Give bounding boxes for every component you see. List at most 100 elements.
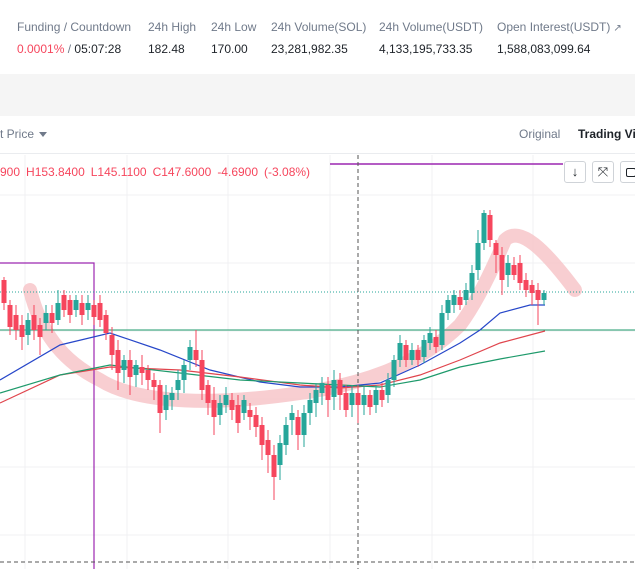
candle-down [487,215,493,240]
candle-up [25,320,31,335]
volume-sol-value: 23,281,982.35 [271,42,348,56]
arrow-down-icon[interactable]: ↓ [564,161,586,183]
candle-up [55,303,61,320]
candle-down [337,380,343,395]
candle-down [523,280,529,290]
high-label: 24h High [148,20,197,34]
funding-label: Funding / Countdown [17,20,132,34]
candle-down [403,345,409,360]
candle-down [535,290,541,300]
candle-up [313,390,319,403]
candle-down [529,285,535,293]
ohlc-change: -4.6900 [217,165,259,179]
candle-down [151,380,157,387]
candle-down [1,280,7,303]
candle-up [439,313,445,345]
candle-down [115,350,121,373]
candle-up [187,347,193,360]
candle-down [79,303,85,315]
candle-down [247,410,253,417]
candlestick-chart[interactable]: 900 H153.8400 L145.1100 C147.6000 -4.6900 (-3… [0,155,635,569]
candle-up [463,290,469,300]
candle-up [121,360,127,370]
candle-down [343,393,349,410]
market-stats-bar: Funding / Countdown 0.0001% / 05:07:28 2… [0,0,635,74]
candle-down [379,390,385,400]
funding-countdown: 05:07:28 [74,42,122,56]
candle-down [295,417,301,435]
section-gap [0,74,635,116]
candle-down [493,243,499,255]
candle-down [31,315,37,330]
candle-up [469,273,475,293]
candle-up [133,365,139,375]
candle-up [43,313,49,323]
candle-up [421,340,427,357]
candle-down [157,385,163,413]
candle-down [367,395,373,407]
price-type-label: t Price [0,127,35,141]
candle-down [211,400,217,417]
stat-open-interest: Open Interest(USDT) ↗ 1,588,083,099.64 [497,19,622,57]
candle-up [73,300,79,310]
candle-up [85,303,91,310]
candle-down [49,313,55,323]
candle-up [175,380,181,390]
stat-24h-low: 24h Low 170.00 [211,19,256,57]
collapse-icon[interactable]: ⤧ [592,161,614,183]
caret-down-icon [39,132,48,138]
stat-funding: Funding / Countdown 0.0001% / 05:07:28 [17,19,131,57]
candle-down [499,255,505,280]
candle-down [355,393,361,405]
candle-down [511,265,517,275]
ohlc-high: H153.8400 [26,165,85,179]
candle-up [163,395,169,410]
candle-down [265,440,271,455]
candle-down [97,303,103,320]
high-value: 182.48 [148,42,185,56]
candle-down [205,385,211,403]
candle-down [67,300,73,315]
candle-up [289,413,295,420]
stat-24h-high: 24h High 182.48 [148,19,196,57]
candle-down [415,350,421,360]
candle-up [385,380,391,395]
candle-up [505,263,511,275]
low-label: 24h Low [211,20,257,34]
candle-up [223,395,229,405]
candle-up [217,403,223,415]
candle-down [259,425,265,445]
highlight-curve [23,228,582,408]
ohlc-open: 900 [0,165,21,179]
tab-original[interactable]: Original [519,127,561,141]
candle-down [19,325,25,337]
candle-down [127,360,133,377]
candle-down [271,455,277,477]
candle-down [517,263,523,283]
open-interest-label[interactable]: Open Interest(USDT) ↗ [497,20,622,34]
candle-down [457,297,463,305]
candle-down [193,350,199,360]
chart-toolbar: t Price Original Trading Vie [0,116,635,154]
funding-rate: 0.0001% [17,42,65,56]
tab-trading-view[interactable]: Trading Vie [578,127,635,141]
candle-down [433,337,439,347]
external-link-icon[interactable]: ↗ [613,23,622,34]
ohlc-low: L145.1100 [90,165,147,179]
candle-down [139,367,145,373]
candle-up [331,380,337,397]
chart-canvas[interactable] [0,155,635,569]
candle-up [475,243,481,270]
candle-down [91,305,97,317]
candle-up [445,300,451,313]
ohlc-close: C147.6000 [152,165,212,179]
candle-up [301,413,307,435]
volume-usdt-label: 24h Volume(USDT) [379,20,484,34]
more-icon[interactable] [620,161,635,183]
candle-down [13,315,19,330]
candle-up [319,383,325,393]
candle-down [325,385,331,400]
volume-sol-label: 24h Volume(SOL) [271,20,367,34]
price-type-select[interactable]: t Price [0,127,48,141]
candle-up [241,400,247,413]
